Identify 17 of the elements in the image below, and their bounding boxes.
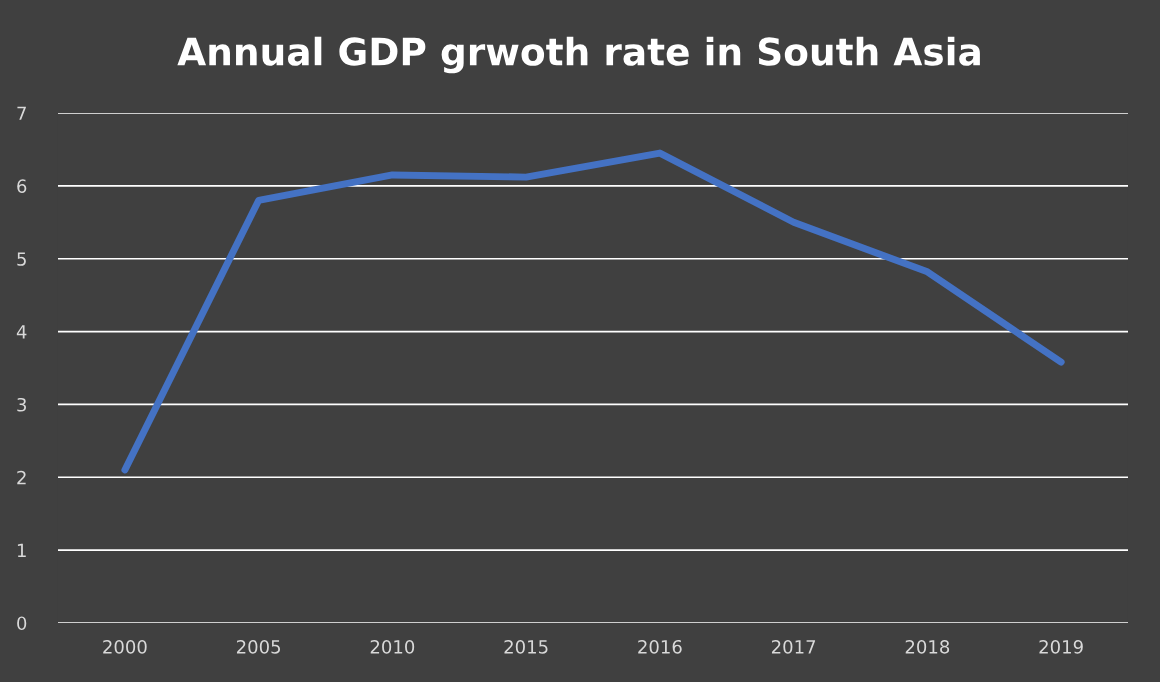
y-tick-label: 6 — [17, 179, 27, 193]
chart-title: Annual GDP grwoth rate in South Asia — [177, 36, 980, 74]
y-tick-label: 2 — [17, 470, 26, 485]
x-tick-label: 2016 — [638, 639, 682, 654]
x-tick-label: 2005 — [236, 639, 281, 654]
x-tick-label: 2000 — [103, 639, 147, 654]
y-tick-label: 7 — [17, 106, 26, 120]
x-tick-label: 2010 — [370, 639, 415, 654]
y-tick-label: 5 — [17, 252, 26, 266]
x-tick-label: 2017 — [771, 639, 816, 654]
y-tick-label: 1 — [17, 543, 26, 557]
y-tick-label: 4 — [16, 325, 27, 339]
y-tick-label: 0 — [17, 616, 27, 631]
x-tick-label: 2019 — [1039, 639, 1083, 654]
x-tick-label: 2015 — [504, 639, 548, 654]
x-tick-label: 2018 — [905, 639, 950, 654]
y-tick-label: 3 — [17, 397, 26, 412]
